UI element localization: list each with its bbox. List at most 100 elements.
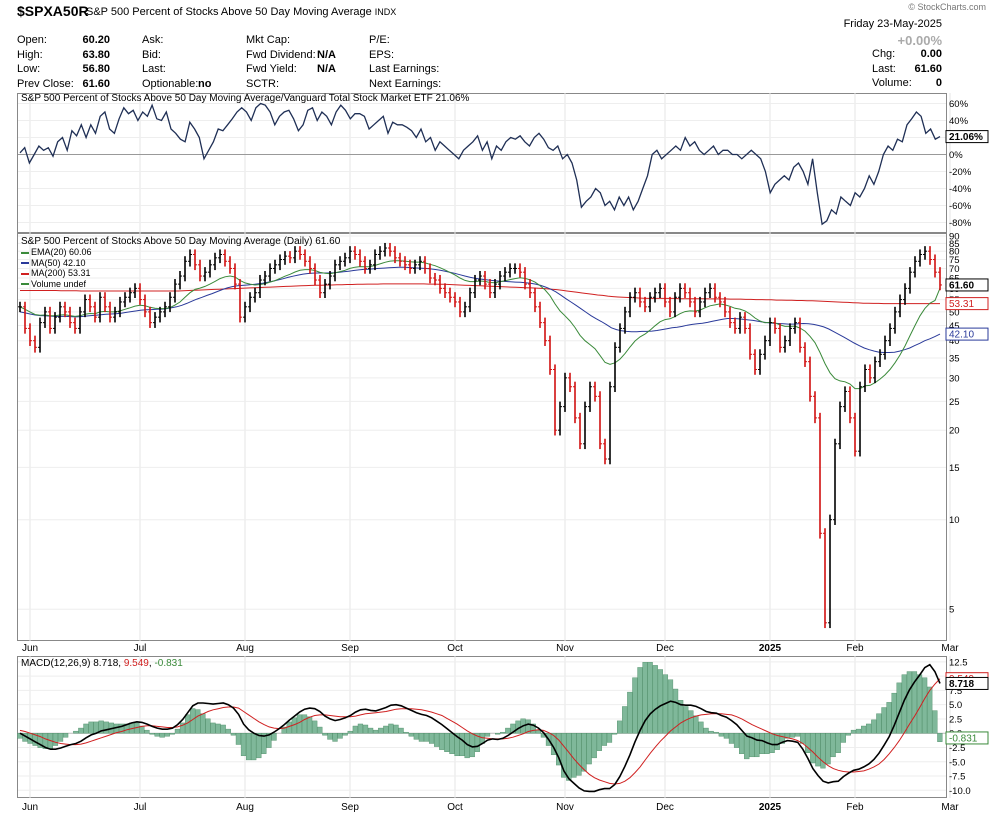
quote-label: Optionable: — [142, 77, 199, 90]
macd-hist-bar — [754, 733, 760, 758]
quote-value: N/A — [317, 63, 336, 75]
quote-value: 0.00 — [920, 48, 942, 60]
ohlc-bar — [348, 246, 352, 264]
macd-hist-bar — [789, 733, 796, 738]
macd-hist-bar — [215, 723, 221, 734]
macd-hist-bar — [922, 677, 928, 734]
macd-panel — [17, 656, 947, 798]
macd-hist-bar — [251, 733, 257, 761]
ohlc-bar — [93, 301, 97, 323]
ohlc-bar — [533, 287, 537, 313]
ohlc-bar — [553, 364, 557, 436]
y-tick-label: 0% — [949, 150, 963, 161]
x-tick-label: Oct — [447, 643, 463, 654]
ohlc-bar — [698, 296, 702, 318]
ohlc-bar — [793, 317, 797, 334]
quote-value: 60.20 — [82, 34, 110, 46]
macd-hist-bar — [200, 713, 206, 734]
price-tag-box — [945, 297, 989, 311]
ohlc-bar — [23, 301, 27, 334]
y-tick-label: 2.5 — [949, 714, 962, 725]
ohlc-bar — [343, 252, 347, 267]
ohlc-bar — [303, 249, 307, 267]
ohlc-bar — [858, 381, 862, 457]
macd-hist-bar — [240, 733, 247, 757]
ohlc-bar — [928, 246, 932, 265]
ohlc-bar — [648, 292, 652, 313]
ohlc-bar — [433, 272, 437, 286]
macd-hist-bar — [495, 733, 501, 735]
ohlc-bar — [583, 401, 587, 450]
macd-hist-bar — [154, 733, 160, 737]
macd-hist-bar — [484, 733, 491, 737]
macd-hist-bar — [373, 729, 379, 734]
macd-hist-bar — [855, 728, 862, 734]
ohlc-bar — [243, 301, 247, 323]
ohlc-bar — [603, 438, 607, 465]
ohlc-bar — [28, 323, 32, 346]
ohlc-bar — [268, 263, 272, 282]
macd-hist-bar — [596, 733, 602, 751]
ohlc-bar — [813, 391, 817, 424]
y-tick-label: -40% — [949, 184, 972, 195]
chart-header: $SPXA50R S&P 500 Percent of Stocks Above… — [0, 0, 990, 95]
macd-hist-bar — [286, 721, 292, 734]
ohlc-bar — [663, 283, 667, 308]
macd-hist-bar — [118, 723, 125, 734]
ticker-symbol[interactable]: $SPXA50R — [17, 3, 89, 19]
ohlc-bar — [598, 391, 602, 450]
macd-hist-bar — [306, 716, 313, 734]
ohlc-bar — [218, 249, 222, 264]
macd-hist-bar — [871, 719, 877, 734]
ohlc-bar — [278, 254, 282, 271]
macd-hist-bar — [327, 733, 333, 740]
macd-hist-bar — [759, 733, 765, 754]
ohlc-bar — [753, 349, 757, 375]
price-tag-box — [945, 731, 989, 745]
ohlc-bar — [193, 249, 197, 271]
macd-hist-bar — [205, 718, 211, 734]
ohlc-bar — [863, 364, 867, 393]
macd-hist-bar — [672, 688, 679, 734]
y-tick-label: 50 — [949, 307, 960, 318]
quote-label: Last: — [142, 63, 166, 75]
ohlc-bar — [128, 287, 132, 303]
macd-hist-bar — [657, 669, 663, 734]
ohlc-bar — [313, 263, 317, 286]
ohlc-bar — [383, 242, 387, 257]
legend-label: Volume undef — [31, 278, 87, 289]
ohlc-bar — [508, 263, 512, 278]
macd-hist-bar — [88, 721, 94, 734]
quote-label: Volume: — [872, 77, 912, 89]
macd-hist-bar — [98, 720, 104, 734]
ohlc-bar — [913, 256, 917, 278]
ohlc-bar — [73, 317, 77, 334]
ohlc-bar — [548, 335, 552, 375]
rs-title-text: S&P 500 Percent of Stocks Above 50 Day M… — [21, 93, 470, 104]
macd-hist-bar — [571, 733, 577, 778]
macd-hist-bar — [937, 733, 943, 742]
x-tick-label: Oct — [447, 802, 463, 813]
ohlc-bar — [398, 252, 402, 267]
macd-hist-bar — [454, 733, 460, 757]
ohlc-bar — [498, 270, 502, 290]
macd-hist-bar — [459, 733, 465, 757]
ohlc-bar — [628, 292, 632, 318]
ohlc-bar — [108, 301, 112, 323]
macd-hist-bar — [393, 724, 399, 734]
macd-hist-bar — [93, 721, 99, 734]
ohlc-bar — [308, 256, 312, 274]
macd-hist-bar — [891, 692, 897, 734]
macd-hist-bar — [723, 733, 730, 739]
x-tick-label: 2025 — [759, 643, 782, 654]
macd-hist-bar — [886, 702, 892, 734]
macd-hist-bar — [861, 725, 867, 734]
ohlc-bar — [123, 292, 127, 308]
macd-hist-bar — [505, 727, 511, 734]
ohlc-bar — [723, 296, 727, 318]
ohlc-bar — [733, 317, 737, 334]
macd-hist-bar — [586, 733, 592, 765]
price-tag-box — [945, 278, 989, 292]
ohlc-bar — [468, 287, 472, 313]
